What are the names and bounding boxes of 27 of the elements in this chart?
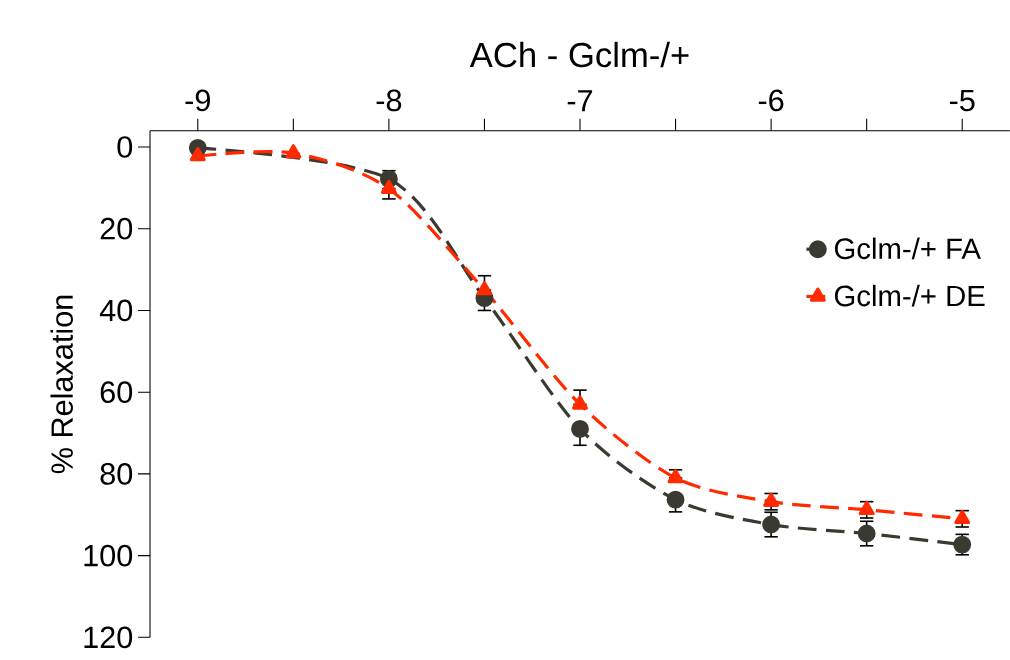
x-tick-label: -7 bbox=[567, 90, 593, 112]
y-tick-label: 100 bbox=[84, 544, 133, 567]
point bbox=[763, 492, 780, 507]
y-tick-label: 80 bbox=[100, 463, 133, 485]
legend-label: Gclm-/+ DE bbox=[834, 284, 985, 307]
point bbox=[571, 420, 589, 438]
y-tick-label: 20 bbox=[100, 217, 133, 240]
chart-title: ACh - Gclm-/+ bbox=[469, 41, 689, 68]
y-axis-title: % Relaxation bbox=[50, 295, 73, 474]
point bbox=[857, 524, 876, 543]
point bbox=[666, 490, 685, 509]
legend-label: Gclm-/+ FA bbox=[834, 237, 981, 260]
point bbox=[667, 469, 684, 484]
point bbox=[572, 395, 588, 410]
y-tick-label: 60 bbox=[100, 381, 133, 404]
x-tick-label: -8 bbox=[376, 89, 402, 112]
point bbox=[762, 515, 781, 534]
y-tick-label: 120 bbox=[84, 626, 133, 649]
x-tick-label: -5 bbox=[949, 89, 975, 112]
point bbox=[189, 147, 206, 162]
point bbox=[380, 179, 397, 194]
y-tick-label: 0 bbox=[117, 136, 133, 158]
x-tick-label: -6 bbox=[758, 89, 784, 112]
point bbox=[476, 281, 493, 296]
point bbox=[285, 144, 302, 159]
y-tick-label: 40 bbox=[99, 299, 133, 322]
x-tick-label: -9 bbox=[185, 89, 210, 112]
